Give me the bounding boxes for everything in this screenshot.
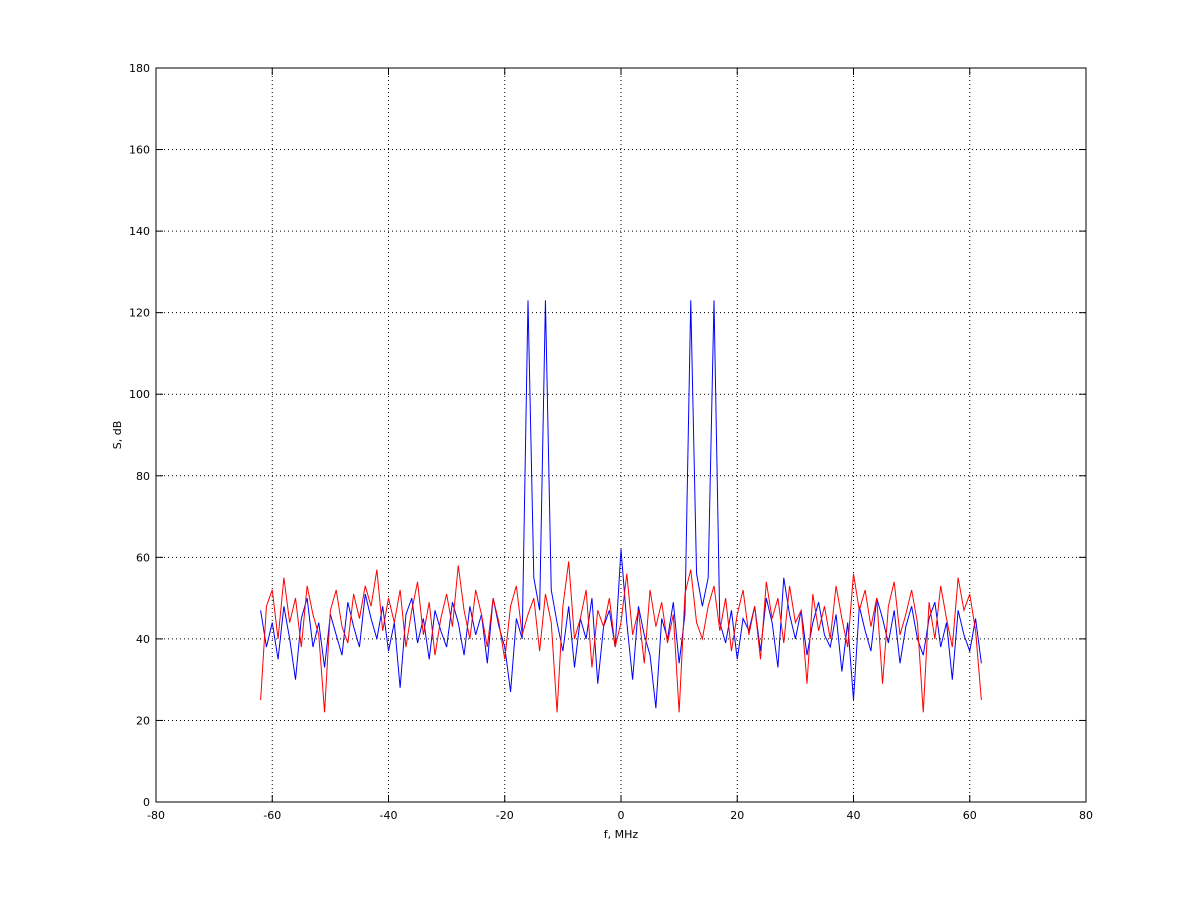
y-tick-label: 120 [129, 307, 150, 320]
x-tick-label: -40 [380, 809, 398, 822]
x-tick-label: 20 [730, 809, 744, 822]
y-tick-label: 100 [129, 388, 150, 401]
plot-frame [155, 67, 1087, 803]
y-tick-label: 180 [129, 62, 150, 75]
x-tick-label: -20 [496, 809, 514, 822]
y-tick-label: 160 [129, 144, 150, 157]
x-tick-label: 0 [618, 809, 625, 822]
series-line [260, 300, 982, 709]
y-tick-label: 80 [136, 470, 150, 483]
y-tick-label: 60 [136, 551, 150, 564]
y-axis-label: S, dB [111, 421, 124, 450]
y-tick-label: 40 [136, 633, 150, 646]
x-axis-label: f, MHz [604, 828, 639, 841]
x-tick-label: 60 [963, 809, 977, 822]
y-tick-label: 140 [129, 225, 150, 238]
x-tick-label: 40 [847, 809, 861, 822]
x-tick-label: 80 [1079, 809, 1093, 822]
series-line [260, 561, 982, 713]
x-tick-label: -60 [263, 809, 281, 822]
y-tick-label: 20 [136, 714, 150, 727]
y-tick-label: 0 [143, 796, 150, 809]
x-tick-label: -80 [147, 809, 165, 822]
